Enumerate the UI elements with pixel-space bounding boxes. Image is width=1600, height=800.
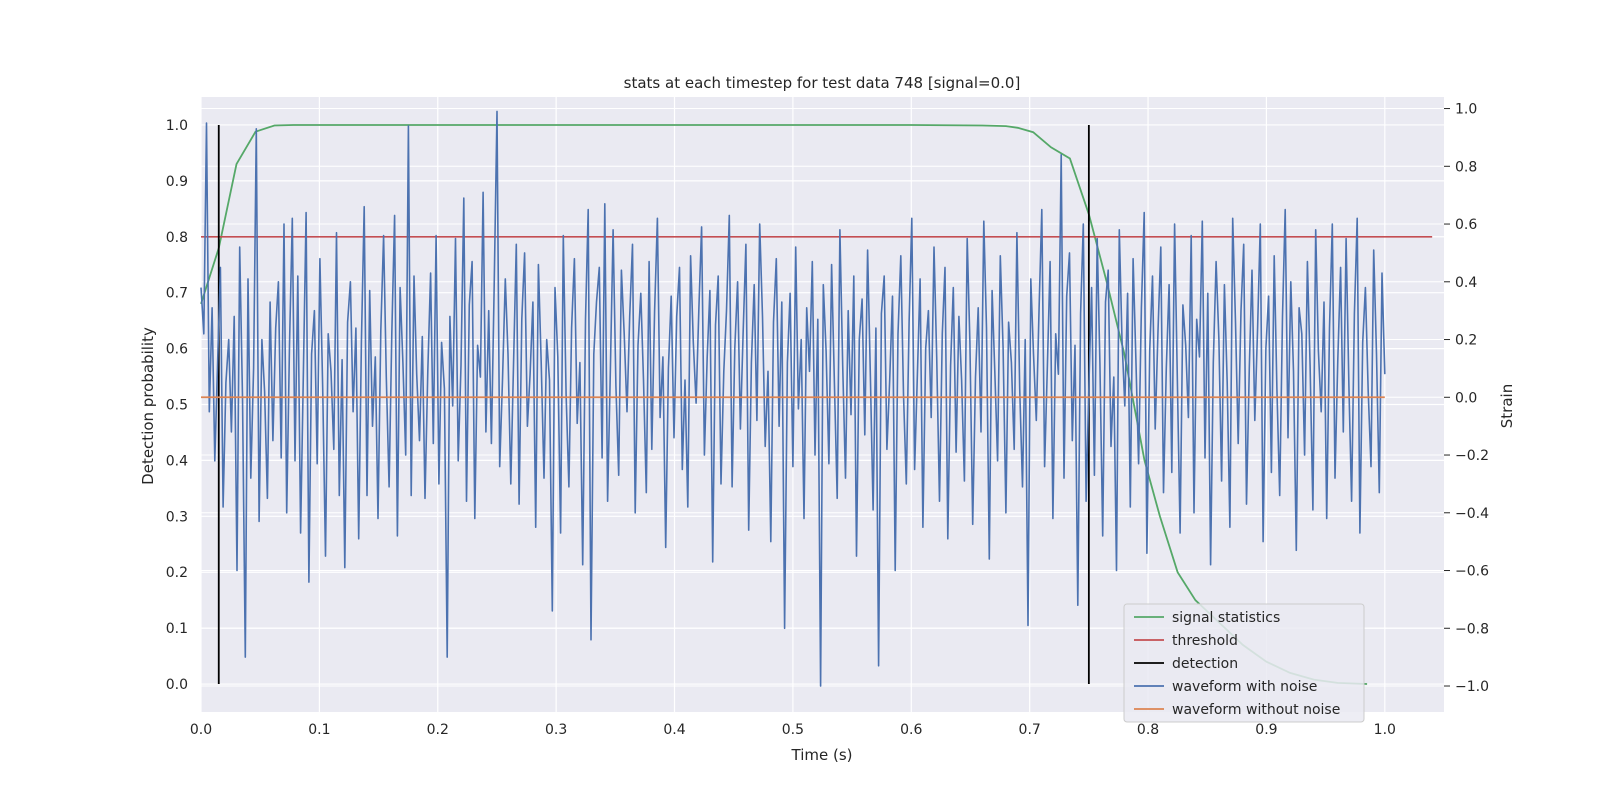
x-tick-label: 0.5 bbox=[782, 722, 804, 738]
y-tick-label: 0.5 bbox=[166, 398, 188, 414]
y-tick-label: 0.6 bbox=[166, 342, 188, 358]
y-tick-label: 0.1 bbox=[166, 621, 188, 637]
x-axis-label: Time (s) bbox=[791, 746, 853, 764]
y-tick-label: 1.0 bbox=[166, 118, 188, 134]
x-tick-label: 0.8 bbox=[1137, 722, 1159, 738]
y-axis-label: Detection probability bbox=[139, 327, 157, 485]
series-waveform-with-noise-line bbox=[200, 110, 1386, 687]
right-y-tick-label: −0.2 bbox=[1455, 448, 1489, 464]
y-tick-label: 0.4 bbox=[166, 453, 188, 469]
y-tick-label: 0.3 bbox=[166, 509, 188, 525]
y-tick-label: 0.2 bbox=[166, 565, 188, 581]
right-y-tick-label: 0.4 bbox=[1455, 275, 1477, 291]
x-tick-label: 0.2 bbox=[427, 722, 449, 738]
x-tick-label: 0.6 bbox=[900, 722, 922, 738]
right-y-tick-label: −0.8 bbox=[1455, 621, 1489, 637]
legend: signal statistics threshold detection wa… bbox=[1123, 603, 1365, 723]
legend-label-waveform-without-noise: waveform without noise bbox=[1172, 702, 1340, 718]
right-y-tick-label: −1.0 bbox=[1455, 679, 1489, 695]
right-y-tick-label: 0.6 bbox=[1455, 217, 1477, 233]
legend-label-threshold: threshold bbox=[1172, 633, 1238, 649]
x-tick-label: 1.0 bbox=[1374, 722, 1396, 738]
y-tick-label: 0.8 bbox=[166, 230, 188, 246]
x-tick-label: 0.7 bbox=[1019, 722, 1041, 738]
x-tick-label: 0.3 bbox=[545, 722, 567, 738]
right-y-tick-label: −0.4 bbox=[1455, 506, 1489, 522]
chart-title: stats at each timestep for test data 748… bbox=[624, 74, 1021, 92]
legend-label-waveform-with-noise: waveform with noise bbox=[1172, 679, 1317, 695]
y-tick-label: 0.9 bbox=[166, 174, 188, 190]
y-tick-labels: 0.0 0.1 0.2 0.3 0.4 0.5 0.6 0.7 0.8 0.9 1.0 bbox=[166, 118, 188, 693]
legend-label-signal-statistics: signal statistics bbox=[1172, 610, 1280, 626]
right-y-tick-label: 0.8 bbox=[1455, 159, 1477, 175]
right-y-tick-label: 0.0 bbox=[1455, 390, 1477, 406]
y-tick-label: 0.0 bbox=[166, 677, 188, 693]
right-y-tick-label: 0.2 bbox=[1455, 333, 1477, 349]
x-tick-label: 0.0 bbox=[190, 722, 212, 738]
x-tick-label: 0.4 bbox=[663, 722, 685, 738]
x-tick-labels: 0.0 0.1 0.2 0.3 0.4 0.5 0.6 0.7 0.8 0.9 1.0 bbox=[190, 722, 1396, 738]
right-y-tick-label: −0.6 bbox=[1455, 564, 1489, 580]
right-y-tick-label: 1.0 bbox=[1455, 102, 1477, 118]
y-tick-label: 0.7 bbox=[166, 286, 188, 302]
x-tick-label: 0.9 bbox=[1255, 722, 1277, 738]
legend-label-detection: detection bbox=[1172, 656, 1238, 672]
x-tick-label: 0.1 bbox=[308, 722, 330, 738]
right-y-axis-label: Strain bbox=[1498, 384, 1516, 428]
right-y-tick-labels: −1.0 −0.8 −0.6 −0.4 −0.2 0.0 0.2 0.4 0.6 0.8 1.0 bbox=[1444, 102, 1489, 695]
legend-box bbox=[1123, 603, 1365, 723]
